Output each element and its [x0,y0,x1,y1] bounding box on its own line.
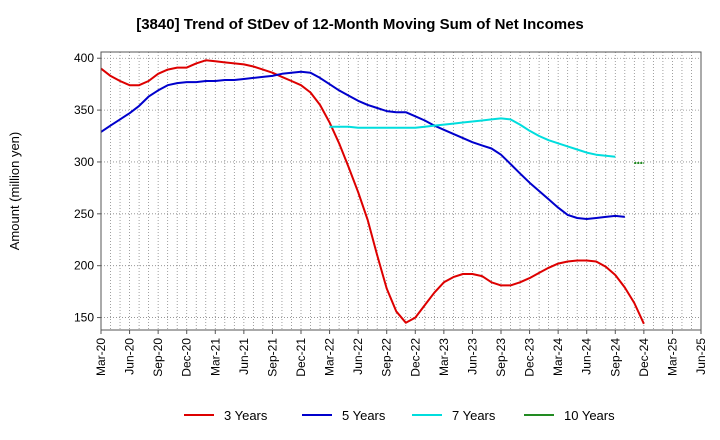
series-line-7-years [329,117,616,158]
x-tick-label: Mar-22 [323,338,337,376]
x-tick-label: Sep-21 [265,338,279,377]
series-line-3-years [100,59,645,325]
x-tick-label: Dec-23 [523,338,537,377]
legend: 3 Years 5 Years 7 Years 10 Years [184,408,615,423]
x-tick-label: Sep-24 [608,338,622,377]
series-line-5-years [100,70,625,220]
x-tick-label: Sep-22 [380,338,394,377]
x-tick-label: Mar-20 [94,338,108,376]
y-tick-label: 300 [74,155,94,169]
y-axis-ticks: 150 200 250 300 350 400 [74,51,101,325]
legend-label: 3 Years [224,408,268,423]
x-tick-label: Sep-20 [151,338,165,377]
legend-label: 5 Years [342,408,386,423]
x-tick-label: Mar-25 [665,338,679,376]
x-tick-label: Mar-21 [208,338,222,376]
x-tick-label: Jun-20 [123,338,137,375]
x-tick-label: Sep-23 [494,338,508,377]
y-tick-label: 250 [74,207,94,221]
x-axis-ticks: Mar-20 Jun-20 Sep-20 Dec-20 Mar-21 Jun-21 Sep-… [94,330,708,377]
x-tick-label: Jun-25 [694,338,708,375]
x-tick-label: Dec-21 [294,338,308,377]
series-lines [100,59,645,325]
plot-frame [100,51,702,331]
y-tick-label: 350 [74,103,94,117]
chart-title: [3840] Trend of StDev of 12-Month Moving… [136,16,584,33]
x-tick-label: Jun-21 [237,338,251,375]
grid [101,52,701,330]
x-tick-label: Jun-22 [351,338,365,375]
x-tick-label: Mar-23 [437,338,451,376]
plot-area [101,52,701,330]
x-tick-label: Jun-24 [580,338,594,375]
y-tick-label: 150 [74,311,94,325]
y-axis-label: Amount (million yen) [7,132,22,251]
x-tick-label: Dec-22 [408,338,422,377]
legend-label: 7 Years [452,408,496,423]
x-tick-label: Mar-24 [551,338,565,376]
y-tick-label: 200 [74,259,94,273]
x-tick-label: Jun-23 [465,338,479,375]
y-tick-label: 400 [74,51,94,65]
legend-label: 10 Years [564,408,615,423]
x-tick-label: Dec-24 [637,338,651,377]
x-tick-label: Dec-20 [180,338,194,377]
